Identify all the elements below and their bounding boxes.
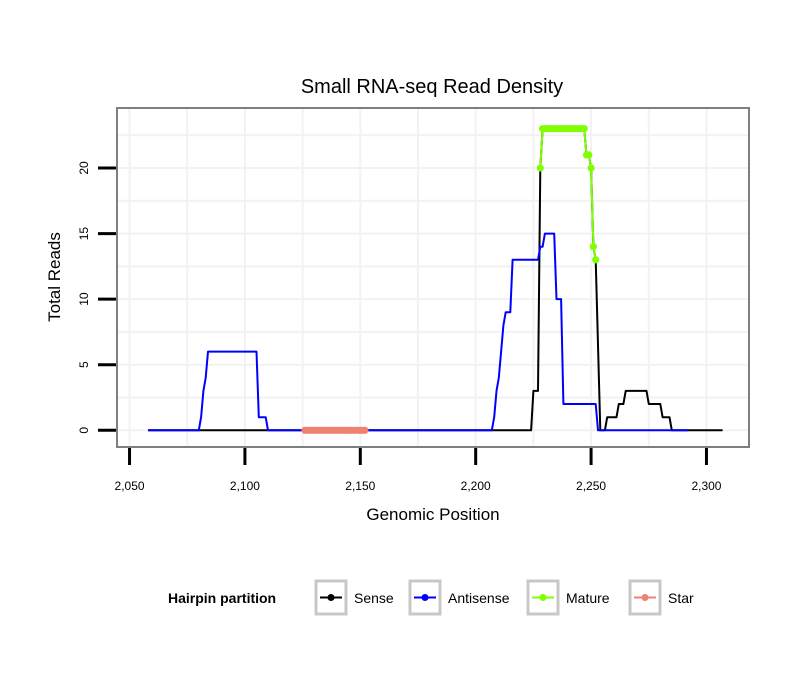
- highlight-points: [301, 125, 600, 434]
- legend-entry-star: Star: [628, 579, 694, 616]
- y-tick-label: 0: [77, 427, 91, 434]
- mature-point: [589, 243, 598, 251]
- legend-key-dot: [327, 594, 335, 601]
- legend-entry-sense: Sense: [314, 579, 394, 616]
- legend-label: Antisense: [448, 590, 510, 606]
- x-tick-label: 2,300: [691, 479, 721, 493]
- x-axis-title: Genomic Position: [366, 505, 499, 524]
- legend-label: Mature: [566, 590, 610, 606]
- y-tick-label: 5: [77, 361, 91, 368]
- star-point: [361, 426, 369, 434]
- legend: Hairpin partition Sense Antisense Mature St…: [168, 579, 694, 616]
- legend-key-dot: [539, 594, 547, 601]
- series-line-antisense: [148, 232, 688, 432]
- mature-point: [585, 151, 593, 159]
- legend-entries: Sense Antisense Mature Star: [314, 579, 694, 616]
- x-tick-label: 2,150: [345, 479, 375, 493]
- legend-label: Sense: [354, 590, 394, 606]
- chart-title: Small RNA-seq Read Density: [301, 76, 563, 98]
- x-tick-label: 2,200: [461, 479, 491, 493]
- x-tick-label: 2,250: [576, 479, 606, 493]
- legend-entry-antisense: Antisense: [408, 579, 510, 616]
- legend-label: Star: [668, 590, 694, 606]
- y-tick-label: 15: [77, 227, 91, 241]
- y-tick-label: 20: [77, 161, 91, 175]
- mature-point: [580, 125, 588, 133]
- mature-point: [536, 164, 544, 172]
- mature-point: [587, 164, 595, 172]
- axes: 2,050 2,100 2,150 2,200 2,250 2,300 0 5 10 15 20: [77, 161, 722, 493]
- plot-panel: [116, 107, 750, 448]
- mature-point: [592, 256, 600, 264]
- y-tick-label: 10: [77, 292, 91, 306]
- x-tick-label: 2,050: [115, 479, 145, 493]
- legend-key-dot: [421, 594, 429, 601]
- x-tick-label: 2,100: [230, 479, 260, 493]
- legend-title: Hairpin partition: [168, 590, 276, 606]
- legend-key-dot: [641, 594, 649, 601]
- legend-entry-mature: Mature: [526, 579, 610, 616]
- y-axis-title: Total Reads: [45, 232, 64, 322]
